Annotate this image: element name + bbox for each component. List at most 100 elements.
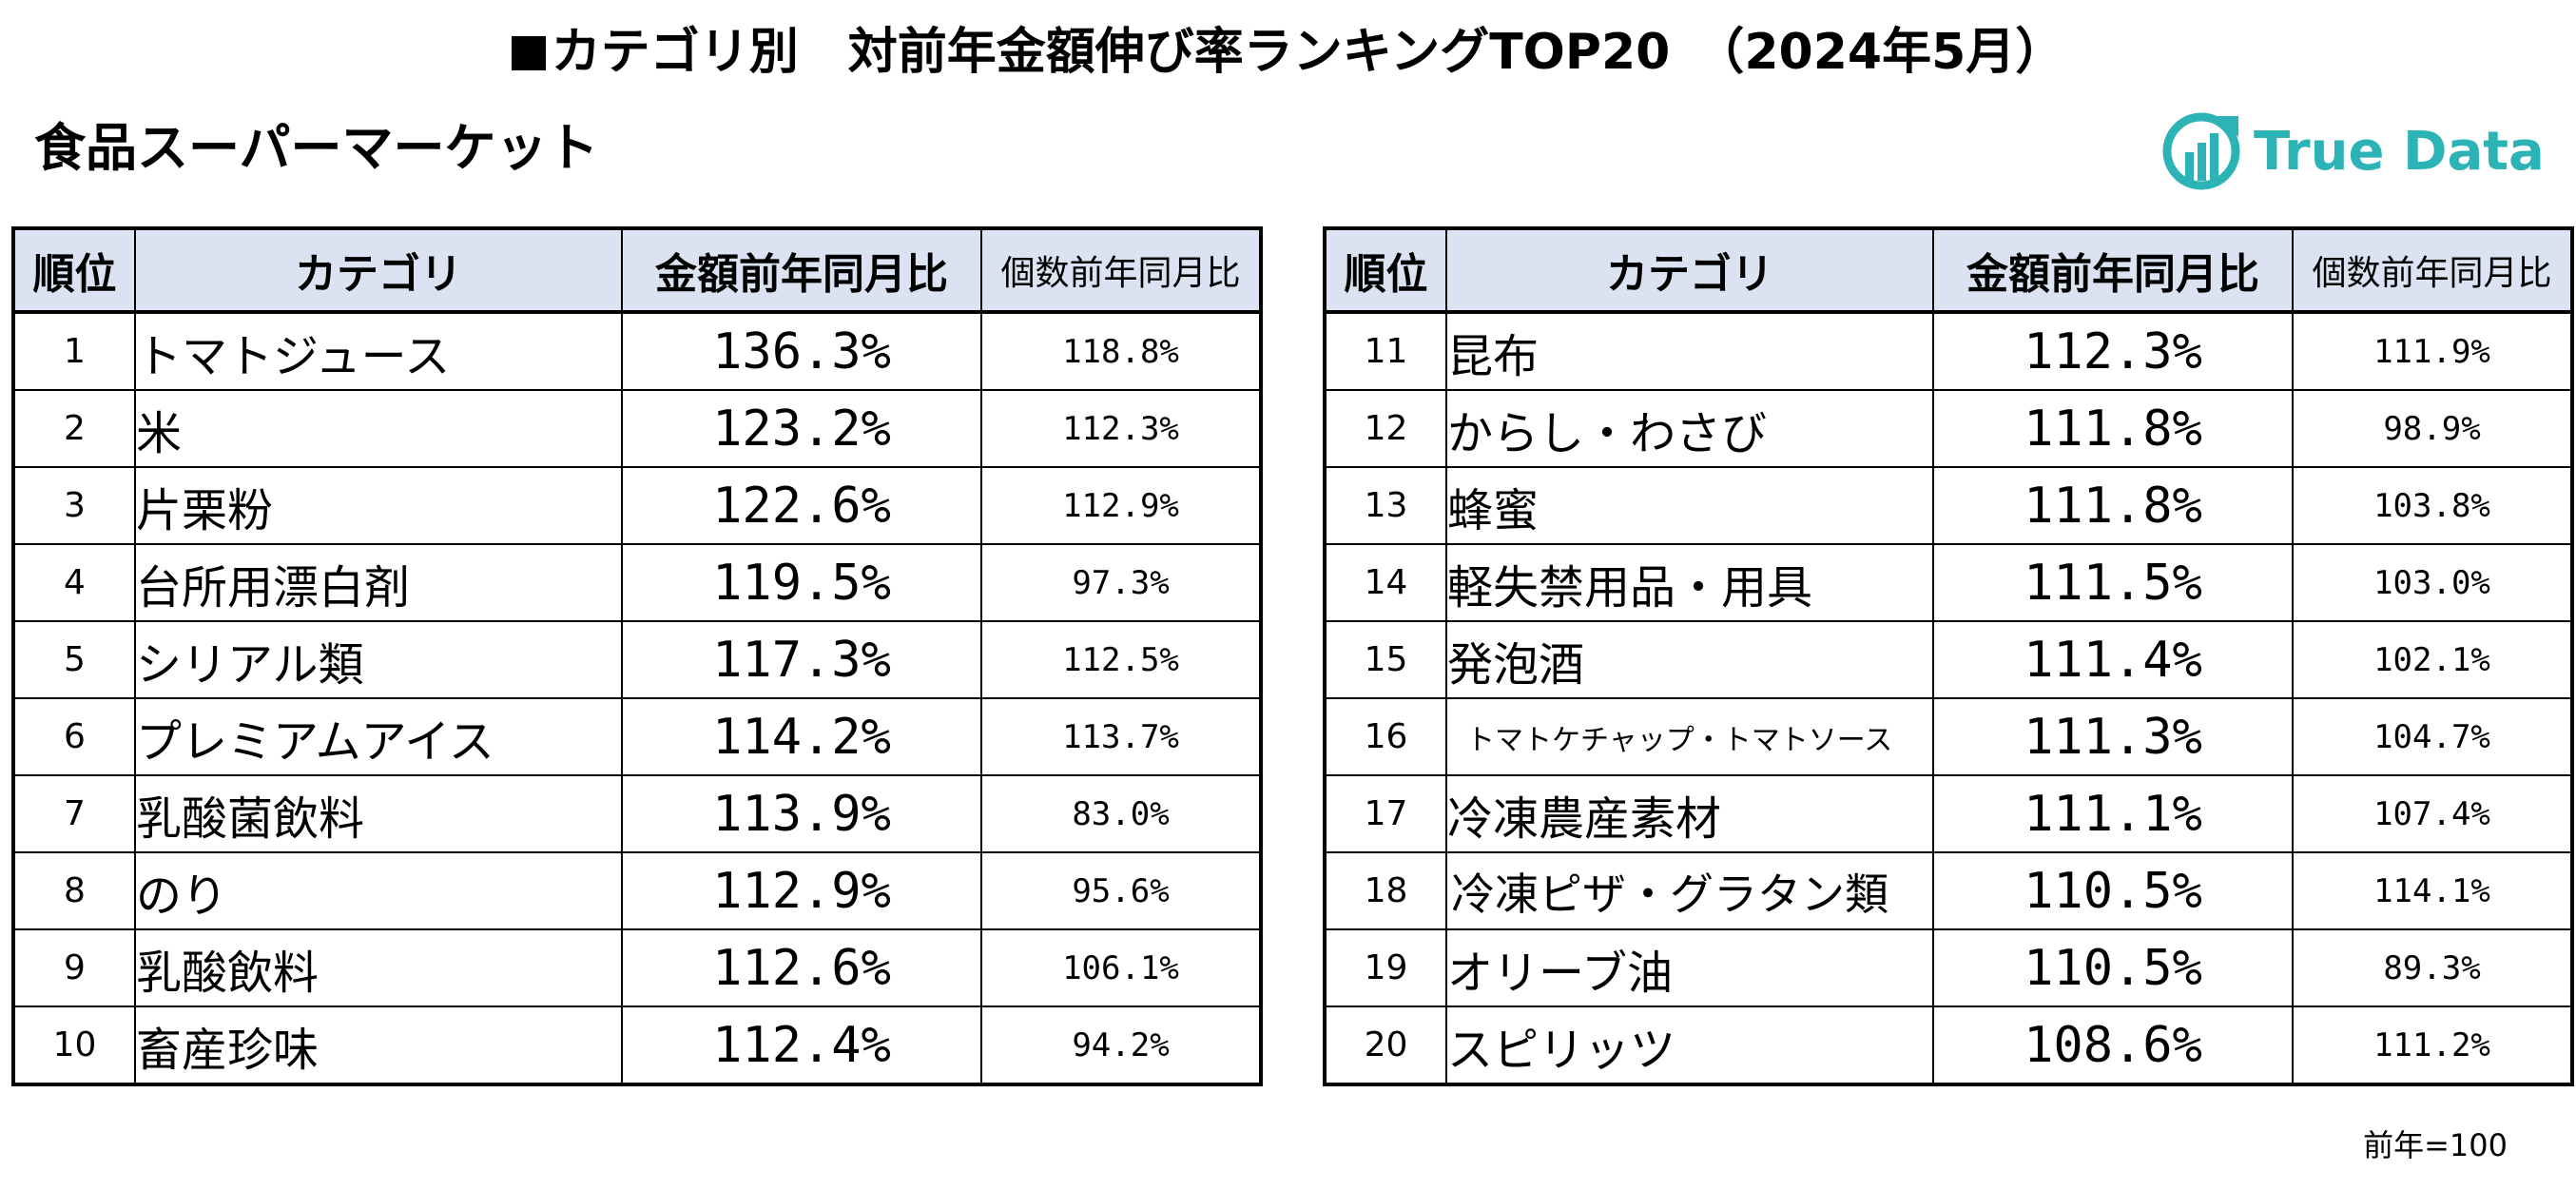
category-cell: からし・わさび: [1445, 389, 1934, 468]
rank-cell: 18: [1324, 851, 1447, 930]
truedata-logo: True Data: [2160, 110, 2545, 192]
table-row: 7 乳酸菌飲料 113.9% 83.0%: [12, 774, 1262, 853]
rank-cell: 16: [1324, 697, 1447, 776]
truedata-logo-icon: [2162, 112, 2240, 190]
header-rank: 順位: [12, 227, 136, 314]
category-cell: スピリッツ: [1445, 1006, 1934, 1085]
count-yoy-cell: 106.1%: [980, 928, 1262, 1007]
table-header-row: 順位 カテゴリ 金額前年同月比 個数前年同月比: [1324, 227, 2573, 314]
category-cell: プレミアムアイス: [134, 697, 623, 776]
amount-yoy-cell: 119.5%: [621, 543, 982, 622]
table-row: 16 トマトケチャップ・トマトソース 111.3% 104.7%: [1324, 697, 2573, 776]
count-yoy-cell: 114.1%: [2292, 851, 2573, 930]
amount-yoy-cell: 112.3%: [1932, 311, 2294, 391]
amount-yoy-cell: 123.2%: [621, 389, 982, 468]
rank-cell: 7: [12, 774, 136, 853]
amount-yoy-cell: 111.4%: [1932, 620, 2294, 699]
category-cell: 畜産珍味: [134, 1006, 623, 1085]
header-count-yoy: 個数前年同月比: [980, 227, 1262, 314]
category-cell: 軽失禁用品・用具: [1445, 543, 1934, 622]
count-yoy-cell: 112.9%: [980, 466, 1262, 545]
amount-yoy-cell: 136.3%: [621, 311, 982, 391]
header-amount-yoy: 金額前年同月比: [1932, 227, 2294, 314]
count-yoy-cell: 83.0%: [980, 774, 1262, 853]
table-row: 14 軽失禁用品・用具 111.5% 103.0%: [1324, 543, 2573, 622]
table-row: 4 台所用漂白剤 119.5% 97.3%: [12, 543, 1262, 622]
count-yoy-cell: 103.8%: [2292, 466, 2573, 545]
category-cell: トマトジュース: [134, 311, 623, 391]
table-row: 3 片栗粉 122.6% 112.9%: [12, 466, 1262, 545]
table-row: 13 蜂蜜 111.8% 103.8%: [1324, 466, 2573, 545]
category-cell: 蜂蜜: [1445, 466, 1934, 545]
table-row: 19 オリーブ油 110.5% 89.3%: [1324, 928, 2573, 1007]
base-note: 前年=100: [2363, 1127, 2508, 1163]
header-category: カテゴリ: [134, 227, 623, 314]
category-cell: 昆布: [1445, 311, 1934, 391]
amount-yoy-cell: 111.5%: [1932, 543, 2294, 622]
table-row: 2 米 123.2% 112.3%: [12, 389, 1262, 468]
rank-cell: 12: [1324, 389, 1447, 468]
count-yoy-cell: 107.4%: [2292, 774, 2573, 853]
table-row: 8 のり 112.9% 95.6%: [12, 851, 1262, 930]
category-cell: 冷凍ピザ・グラタン類: [1445, 851, 1934, 930]
rank-cell: 3: [12, 466, 136, 545]
table-row: 18 冷凍ピザ・グラタン類 110.5% 114.1%: [1324, 851, 2573, 930]
table-row: 9 乳酸飲料 112.6% 106.1%: [12, 928, 1262, 1007]
category-cell: 乳酸飲料: [134, 928, 623, 1007]
table-row: 10 畜産珍味 112.4% 94.2%: [12, 1006, 1262, 1085]
page-subtitle: 食品スーパーマーケット: [34, 118, 599, 178]
page-title-text: カテゴリ別 対前年金額伸び率ランキングTOP20 （2024年5月）: [551, 24, 2065, 81]
count-yoy-cell: 113.7%: [980, 697, 1262, 776]
rank-cell: 4: [12, 543, 136, 622]
category-cell: 台所用漂白剤: [134, 543, 623, 622]
table-row: 11 昆布 112.3% 111.9%: [1324, 311, 2573, 391]
rank-cell: 15: [1324, 620, 1447, 699]
header-count-yoy: 個数前年同月比: [2292, 227, 2573, 314]
table-row: 15 発泡酒 111.4% 102.1%: [1324, 620, 2573, 699]
count-yoy-cell: 89.3%: [2292, 928, 2573, 1007]
count-yoy-cell: 104.7%: [2292, 697, 2573, 776]
category-cell: 米: [134, 389, 623, 468]
table-row: 6 プレミアムアイス 114.2% 113.7%: [12, 697, 1262, 776]
category-cell: トマトケチャップ・トマトソース: [1445, 697, 1934, 776]
amount-yoy-cell: 111.8%: [1932, 466, 2294, 545]
rank-cell: 14: [1324, 543, 1447, 622]
amount-yoy-cell: 111.1%: [1932, 774, 2294, 853]
amount-yoy-cell: 114.2%: [621, 697, 982, 776]
rank-cell: 8: [12, 851, 136, 930]
truedata-logo-text: True Data: [2254, 120, 2545, 183]
amount-yoy-cell: 110.5%: [1932, 928, 2294, 1007]
amount-yoy-cell: 112.9%: [621, 851, 982, 930]
count-yoy-cell: 112.3%: [980, 389, 1262, 468]
table-row: 20 スピリッツ 108.6% 111.2%: [1324, 1006, 2573, 1085]
category-cell: 片栗粉: [134, 466, 623, 545]
rank-cell: 20: [1324, 1006, 1447, 1085]
black-square-icon: [511, 36, 546, 70]
rank-cell: 2: [12, 389, 136, 468]
count-yoy-cell: 111.9%: [2292, 311, 2573, 391]
amount-yoy-cell: 112.6%: [621, 928, 982, 1007]
category-cell: 冷凍農産素材: [1445, 774, 1934, 853]
ranking-table-1-10: 順位 カテゴリ 金額前年同月比 個数前年同月比 1 トマトジュース 136.3%…: [11, 226, 1263, 1086]
amount-yoy-cell: 111.8%: [1932, 389, 2294, 468]
ranking-table-11-20: 順位 カテゴリ 金額前年同月比 個数前年同月比 11 昆布 112.3% 111…: [1323, 226, 2574, 1086]
category-cell: オリーブ油: [1445, 928, 1934, 1007]
rank-cell: 19: [1324, 928, 1447, 1007]
count-yoy-cell: 111.2%: [2292, 1006, 2573, 1085]
amount-yoy-cell: 113.9%: [621, 774, 982, 853]
table-row: 1 トマトジュース 136.3% 118.8%: [12, 311, 1262, 391]
rank-cell: 10: [12, 1006, 136, 1085]
header-category: カテゴリ: [1445, 227, 1934, 314]
table-row: 17 冷凍農産素材 111.1% 107.4%: [1324, 774, 2573, 853]
table-row: 5 シリアル類 117.3% 112.5%: [12, 620, 1262, 699]
amount-yoy-cell: 117.3%: [621, 620, 982, 699]
rank-cell: 9: [12, 928, 136, 1007]
rank-cell: 17: [1324, 774, 1447, 853]
amount-yoy-cell: 112.4%: [621, 1006, 982, 1085]
rank-cell: 5: [12, 620, 136, 699]
count-yoy-cell: 118.8%: [980, 311, 1262, 391]
category-cell: のり: [134, 851, 623, 930]
amount-yoy-cell: 122.6%: [621, 466, 982, 545]
count-yoy-cell: 97.3%: [980, 543, 1262, 622]
amount-yoy-cell: 108.6%: [1932, 1006, 2294, 1085]
